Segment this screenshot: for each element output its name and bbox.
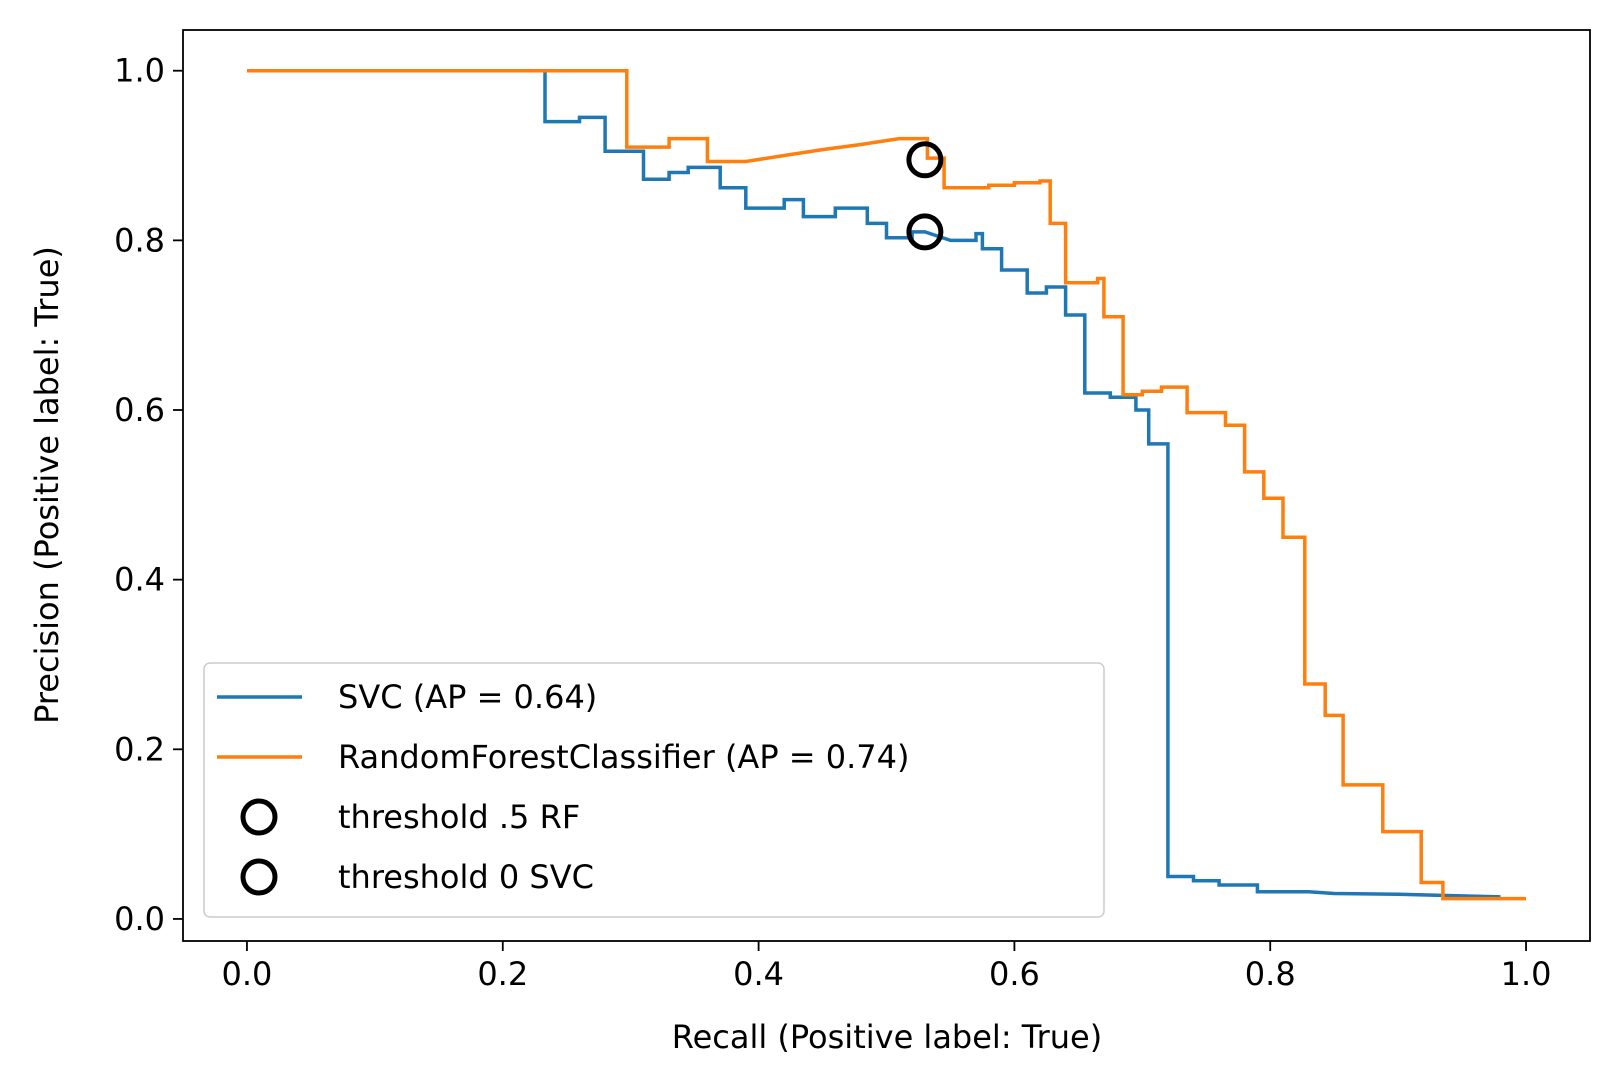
y-tick-label: 0.2 xyxy=(114,730,165,768)
x-tick-label: 1.0 xyxy=(1501,955,1552,993)
x-tick-label: 0.4 xyxy=(733,955,784,993)
series-line-0 xyxy=(247,68,1501,899)
threshold-marker-1 xyxy=(906,213,944,251)
legend: SVC (AP = 0.64) RandomForestClassifier (A… xyxy=(203,662,1105,918)
x-tick-label: 0.0 xyxy=(222,955,273,993)
series-line-1 xyxy=(247,68,1526,901)
y-tick-label: 0.6 xyxy=(114,391,165,429)
threshold-marker-0 xyxy=(906,141,944,179)
x-tick-label: 0.6 xyxy=(989,955,1040,993)
series-layer xyxy=(247,68,1526,901)
y-tick-label: 1.0 xyxy=(114,52,165,90)
y-tick-label: 0.0 xyxy=(114,900,165,938)
legend-label: threshold 0 SVC xyxy=(338,858,594,896)
legend-swatch-marker xyxy=(240,858,278,896)
marker-layer xyxy=(906,141,944,251)
x-tick-label: 0.8 xyxy=(1245,955,1296,993)
plot-frame xyxy=(182,29,1591,942)
legend-label: SVC (AP = 0.64) xyxy=(338,678,597,716)
y-axis-label: Precision (Positive label: True) xyxy=(28,246,66,724)
y-tick-label: 0.8 xyxy=(114,221,165,259)
x-tick-label: 0.2 xyxy=(477,955,528,993)
x-axis-ticks: 0.0 0.2 0.4 0.6 0.8 1.0 xyxy=(222,941,1552,993)
legend-swatch-marker xyxy=(240,798,278,836)
legend-label: threshold .5 RF xyxy=(338,798,580,836)
legend-label: RandomForestClassifier (AP = 0.74) xyxy=(338,738,910,776)
y-tick-label: 0.4 xyxy=(114,561,165,599)
legend-box xyxy=(203,662,1105,918)
x-axis-label: Recall (Positive label: True) xyxy=(672,1018,1102,1056)
y-axis-ticks: 0.0 0.2 0.4 0.6 0.8 1.0 xyxy=(114,52,183,938)
